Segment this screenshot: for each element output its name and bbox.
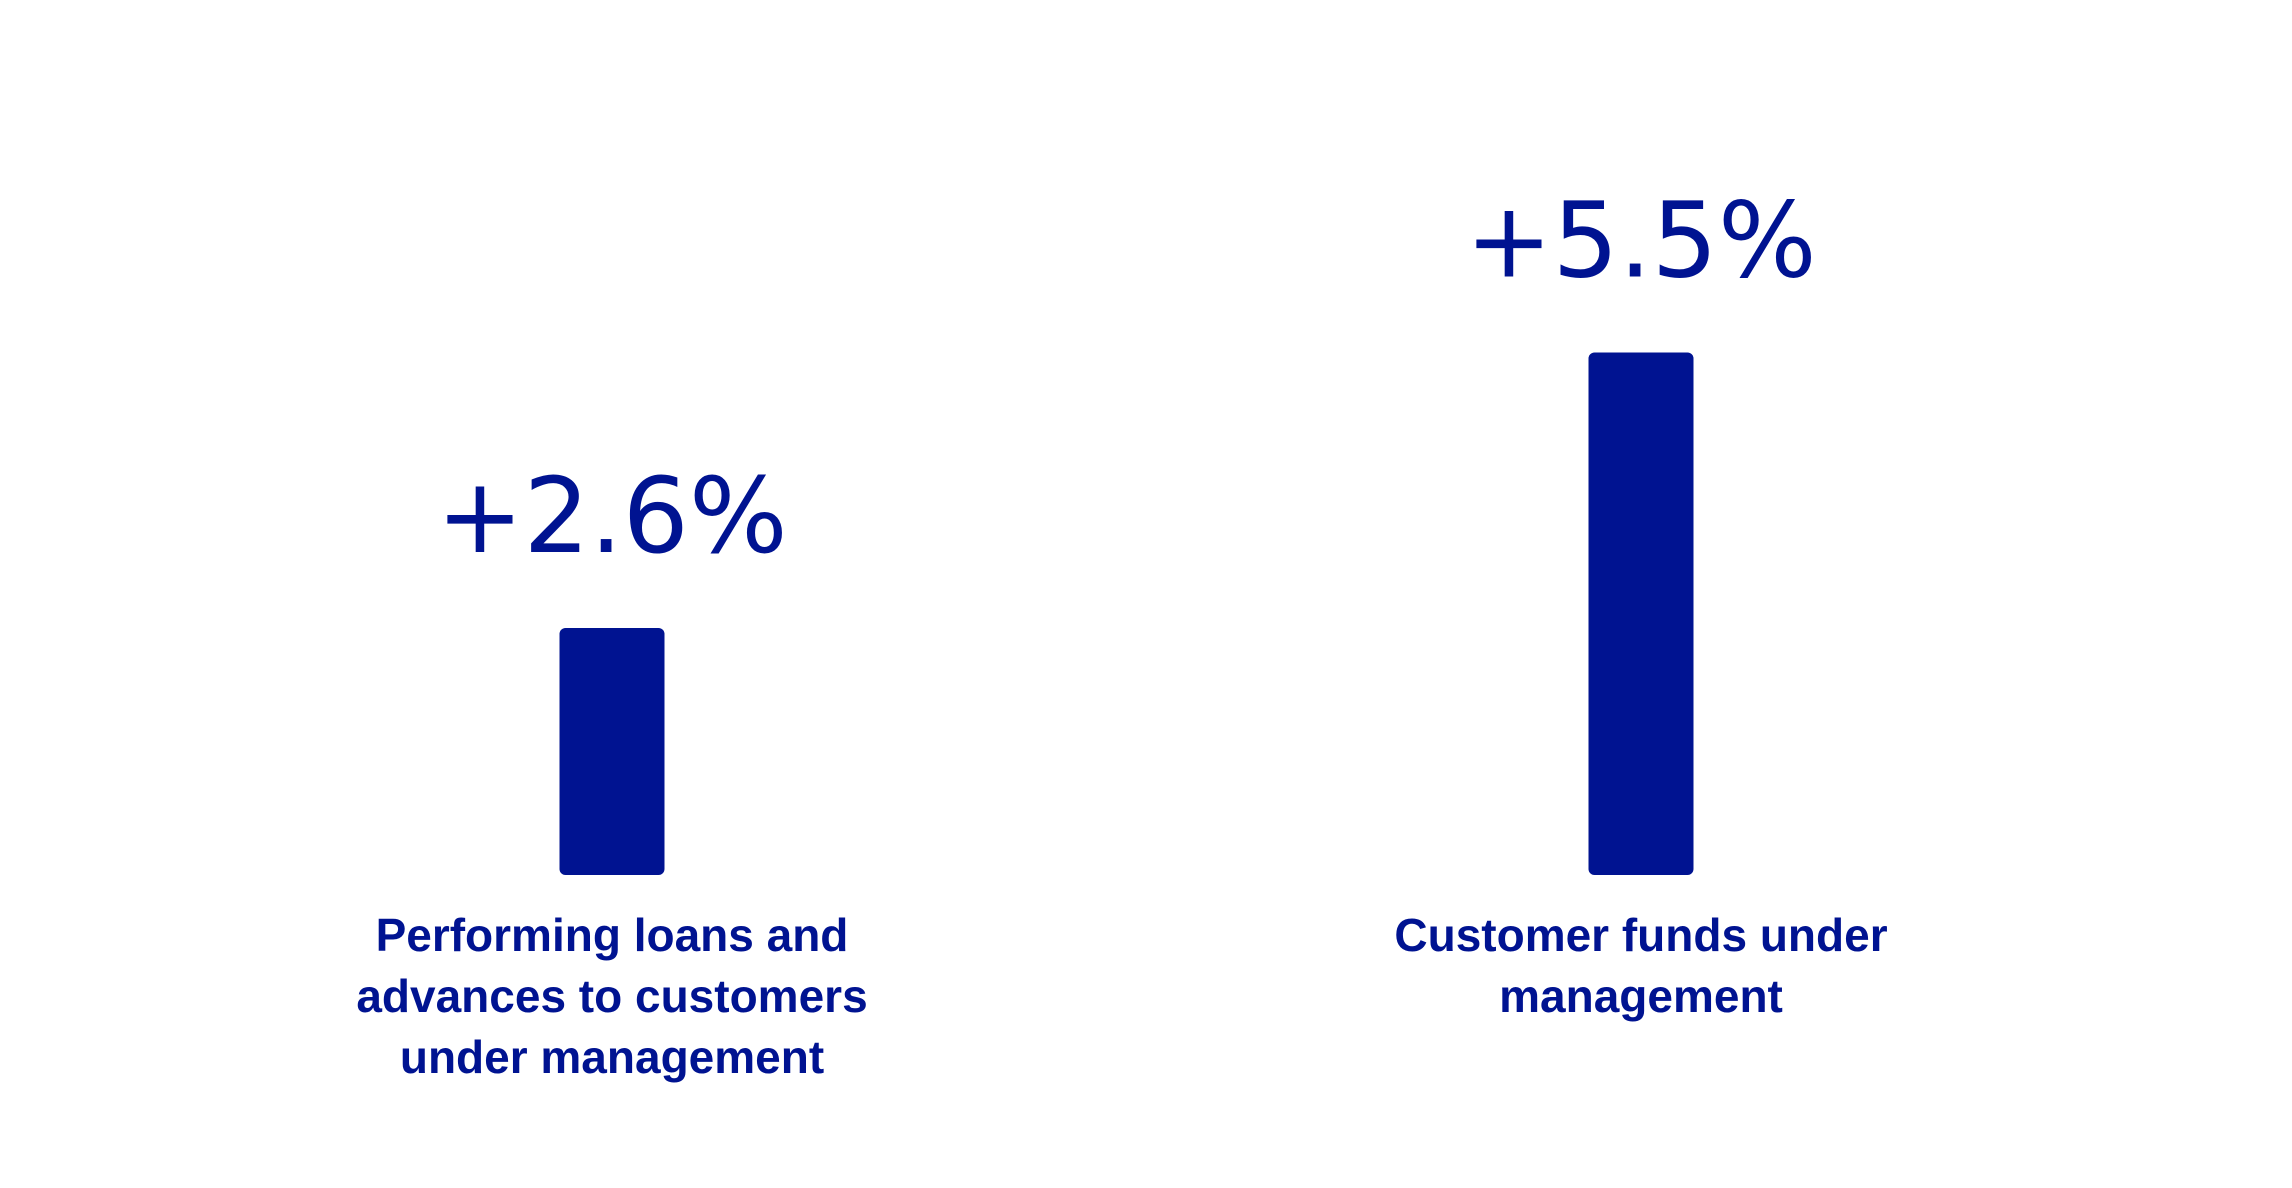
value-label: +5.5% <box>1465 180 1816 302</box>
bar <box>559 628 665 875</box>
value-label: +2.6% <box>436 455 787 577</box>
category-label: Performing loans and advances to custome… <box>356 909 868 1083</box>
bar <box>1588 352 1694 875</box>
category-label: Customer funds under management <box>1394 909 1888 1022</box>
